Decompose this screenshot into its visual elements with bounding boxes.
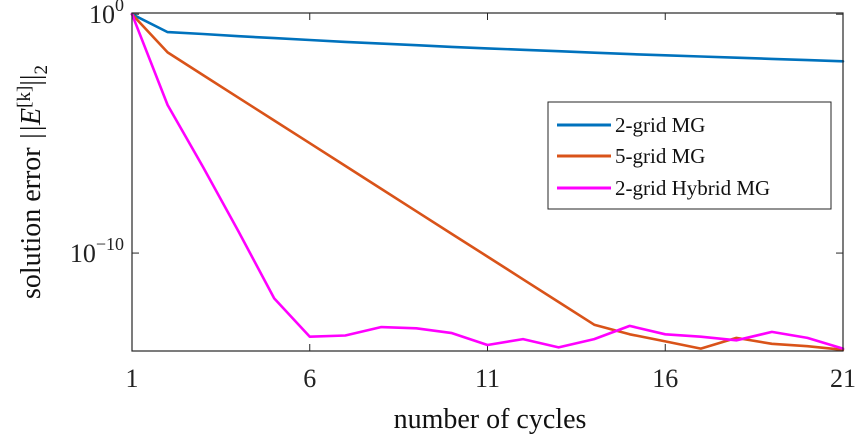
y-axis-label: solution error ||E[k]||2 — [14, 65, 52, 299]
y-tick-exponent: 0 — [115, 0, 124, 15]
x-axis-label: number of cycles — [394, 404, 587, 435]
y-tick-base: 10 — [70, 239, 96, 268]
x-tick-label: 16 — [652, 364, 678, 393]
series-line-0 — [130, 12, 845, 63]
y-tick-base: 10 — [89, 0, 115, 29]
y-axis-label-text: solution error — [16, 147, 47, 299]
series-layer — [130, 12, 845, 352]
legend-label-hybrid-mg: 2-grid Hybrid MG — [615, 176, 770, 200]
legend-label-5grid-mg: 5-grid MG — [615, 144, 705, 168]
y-tick-label: 10−10 — [70, 234, 124, 268]
x-tick-label: 21 — [830, 364, 856, 393]
legend: 2-grid MG 5-grid MG 2-grid Hybrid MG — [547, 101, 832, 210]
y-axis-label-sub: 2 — [31, 65, 52, 75]
x-tick-label: 11 — [475, 364, 500, 393]
y-axis-label-sup: [k] — [14, 86, 35, 108]
legend-label-2grid-mg: 2-grid MG — [615, 113, 705, 137]
y-axis-label-math: ||E — [16, 108, 47, 141]
x-tick-label: 1 — [126, 364, 139, 393]
x-tick-label: 6 — [303, 364, 316, 393]
y-tick-exponent: −10 — [96, 234, 124, 254]
series-line-2 — [130, 12, 845, 350]
y-tick-label: 100 — [89, 0, 124, 29]
x-tick-labels: 1 6 11 16 21 — [126, 364, 857, 393]
plot-frame — [131, 12, 844, 352]
series-line-1 — [130, 12, 845, 352]
y-axis-label-tail: || — [16, 74, 47, 85]
